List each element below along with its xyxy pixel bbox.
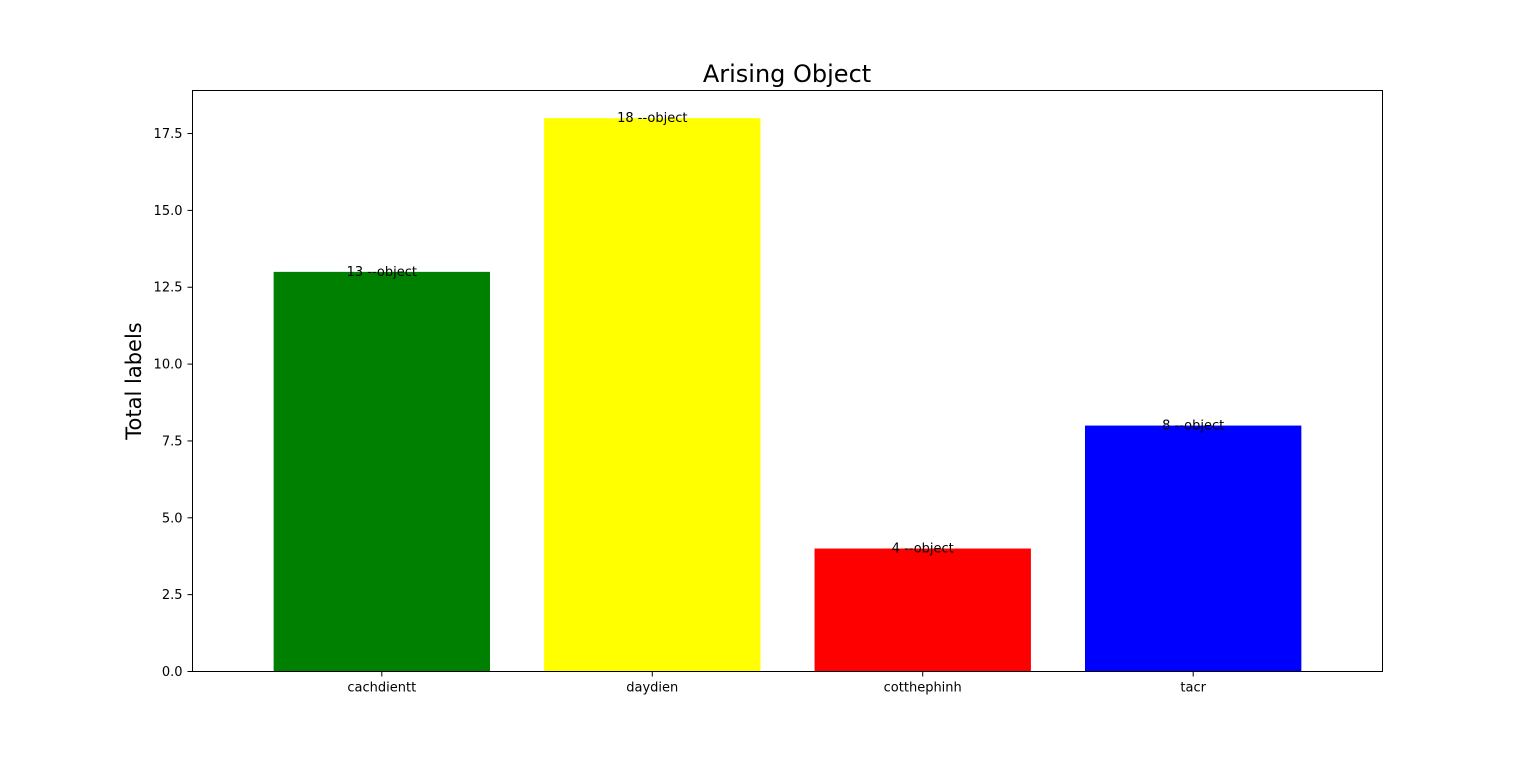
chart-title: Arising Object <box>703 60 871 88</box>
bar-cotthephinh <box>814 548 1031 672</box>
bar-data-label: 13 --object <box>347 265 417 280</box>
x-tick-label: cachdientt <box>347 681 416 696</box>
bar-daydien <box>544 118 761 672</box>
y-tick-label: 7.5 <box>162 434 183 449</box>
x-tick-label: daydien <box>626 681 678 696</box>
y-tick-label: 2.5 <box>162 588 183 603</box>
bar-data-label: 18 --object <box>617 111 687 126</box>
y-tick-label: 15.0 <box>154 204 183 219</box>
y-axis-label: Total labels <box>122 322 146 440</box>
y-tick-label: 17.5 <box>154 127 183 142</box>
bar-tacr <box>1085 425 1302 672</box>
y-tick-label: 12.5 <box>154 281 183 296</box>
bar-data-label: 8 --object <box>1162 419 1224 434</box>
bar-data-labels: 13 --object 18 --object 4 --object 8 --obje… <box>347 111 1225 556</box>
y-axis-ticks: 0.0 2.5 5.0 7.5 10.0 12.5 15.0 17.5 <box>154 127 193 680</box>
bars-layer <box>273 118 1302 672</box>
x-tick-label: cotthephinh <box>884 681 962 696</box>
x-tick-label: tacr <box>1180 681 1206 696</box>
bar-cachdientt <box>273 271 490 672</box>
y-tick-label: 5.0 <box>162 511 183 526</box>
y-tick-label: 10.0 <box>154 358 183 373</box>
x-axis-ticks: cachdientt daydien cotthephinh tacr <box>347 671 1207 696</box>
plot-area-frame <box>192 90 1383 672</box>
y-tick-label: 0.0 <box>162 665 183 680</box>
bar-data-label: 4 --object <box>892 542 954 557</box>
